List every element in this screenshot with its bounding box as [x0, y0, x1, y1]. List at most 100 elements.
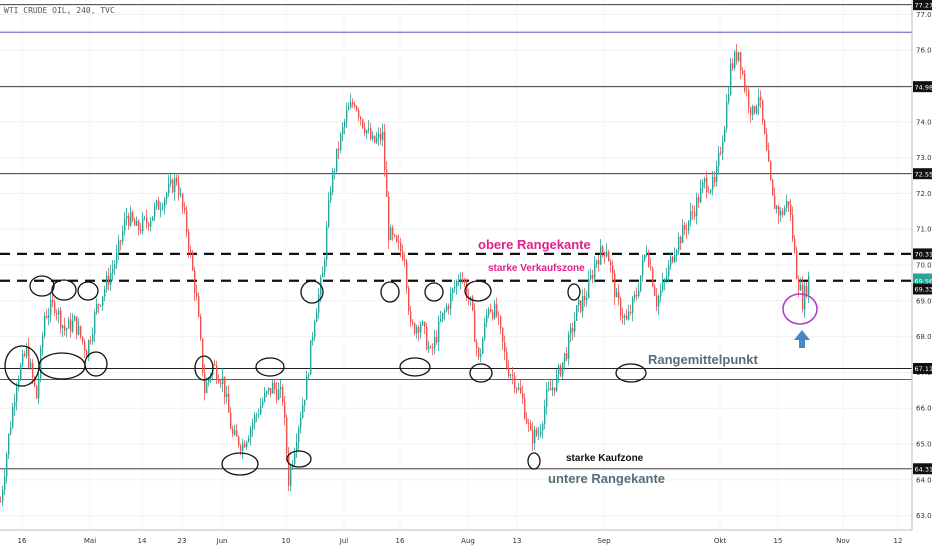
- candle-body: [382, 131, 384, 141]
- annotation-circle: [424, 282, 444, 302]
- hand-drawn-marks: [4, 275, 647, 476]
- candle-body: [20, 365, 22, 380]
- candle-body: [680, 237, 682, 243]
- candle-body: [8, 434, 10, 455]
- candle-body: [294, 452, 296, 464]
- candle-body: [326, 226, 328, 260]
- candle-body: [348, 107, 350, 111]
- x-tick-label: Jun: [216, 537, 228, 545]
- candle-body: [392, 227, 394, 235]
- candle-body: [330, 192, 332, 201]
- candle-body: [594, 264, 596, 279]
- candle-body: [758, 97, 760, 107]
- candle-body: [328, 200, 330, 227]
- candle-body: [612, 265, 614, 274]
- candle-body: [122, 231, 124, 242]
- annotation-circle: [615, 363, 647, 383]
- annotation-circle: [399, 357, 431, 377]
- candle-body: [314, 321, 316, 338]
- candle-body: [192, 253, 194, 271]
- candle-body: [52, 300, 54, 303]
- candle-body: [246, 441, 248, 448]
- candle-body: [472, 296, 474, 311]
- candle-body: [466, 282, 468, 298]
- candle-body: [132, 211, 134, 221]
- candle-body: [572, 327, 574, 332]
- candle-body: [118, 240, 120, 253]
- candle-body: [742, 70, 744, 74]
- candle-body: [128, 215, 130, 226]
- candle-body: [688, 220, 690, 231]
- candle-body: [726, 101, 728, 129]
- candle-body: [552, 387, 554, 391]
- candle-body: [632, 297, 634, 313]
- candle-body: [646, 252, 648, 255]
- candle-body: [140, 229, 142, 232]
- candle-body: [4, 476, 6, 490]
- midpoint-label: Rangemittelpunkt: [648, 352, 758, 367]
- candle-body: [788, 201, 790, 205]
- candle-body: [170, 179, 172, 184]
- candle-body: [426, 326, 428, 350]
- candle-body: [776, 206, 778, 210]
- candle-body: [56, 312, 58, 315]
- candle-body: [0, 501, 2, 503]
- candle-body: [792, 215, 794, 239]
- candle-body: [196, 292, 198, 297]
- candle-body: [180, 193, 182, 196]
- y-tick-label: 64.00: [916, 476, 932, 484]
- candle-body: [496, 304, 498, 316]
- candle-body: [412, 322, 414, 324]
- candle-body: [146, 217, 148, 224]
- candle-body: [384, 131, 386, 171]
- annotation-circle: [29, 275, 55, 297]
- candle-body: [562, 362, 564, 376]
- horizontal-levels[interactable]: [0, 4, 912, 470]
- candle-body: [336, 148, 338, 172]
- candle-body: [304, 399, 306, 406]
- candle-body: [510, 375, 512, 376]
- candle-body: [114, 264, 116, 269]
- candle-body: [36, 385, 38, 399]
- annotation-circle: [300, 280, 324, 304]
- candle-body: [674, 255, 676, 262]
- candle-body: [528, 423, 530, 425]
- price-label: 70.31: [915, 250, 932, 258]
- candle-body: [222, 376, 224, 385]
- candle-body: [678, 237, 680, 251]
- x-axis[interactable]: 16 Mai 14 23 Jun 10 Jul 16 Aug 13 Sep Okt 15 Nov 12: [18, 537, 903, 545]
- candle-body: [708, 192, 710, 193]
- candle-body: [564, 353, 566, 363]
- candle-body: [602, 246, 604, 253]
- candle-body: [806, 285, 808, 296]
- candle-body: [434, 336, 436, 348]
- candle-body: [60, 310, 62, 329]
- candle-body: [542, 424, 544, 431]
- candle-body: [576, 305, 578, 321]
- candle-body: [38, 378, 40, 399]
- candle-body: [516, 388, 518, 390]
- candle-body: [248, 438, 250, 442]
- candle-body: [560, 365, 562, 376]
- candle-body: [554, 387, 556, 391]
- candle-body: [662, 281, 664, 291]
- candle-body: [400, 242, 402, 252]
- candle-body: [798, 279, 800, 291]
- candle-body: [28, 346, 30, 368]
- candle-body: [592, 274, 594, 279]
- candle-body: [456, 280, 458, 288]
- candle-body: [770, 161, 772, 180]
- highlight-circle: [782, 293, 818, 325]
- candle-body: [358, 110, 360, 117]
- candle-body: [718, 152, 720, 166]
- symbol-header: WTI CRUDE OIL, 240, TVC: [4, 6, 115, 15]
- candle-body: [236, 430, 238, 437]
- candle-body: [100, 305, 102, 307]
- candle-body: [62, 325, 64, 329]
- candle-body: [548, 388, 550, 390]
- candle-body: [446, 306, 448, 311]
- y-axis[interactable]: 63.0064.0065.0066.0067.0068.0069.0070.00…: [916, 11, 932, 520]
- candle-body: [234, 430, 236, 435]
- candle-body: [716, 165, 718, 182]
